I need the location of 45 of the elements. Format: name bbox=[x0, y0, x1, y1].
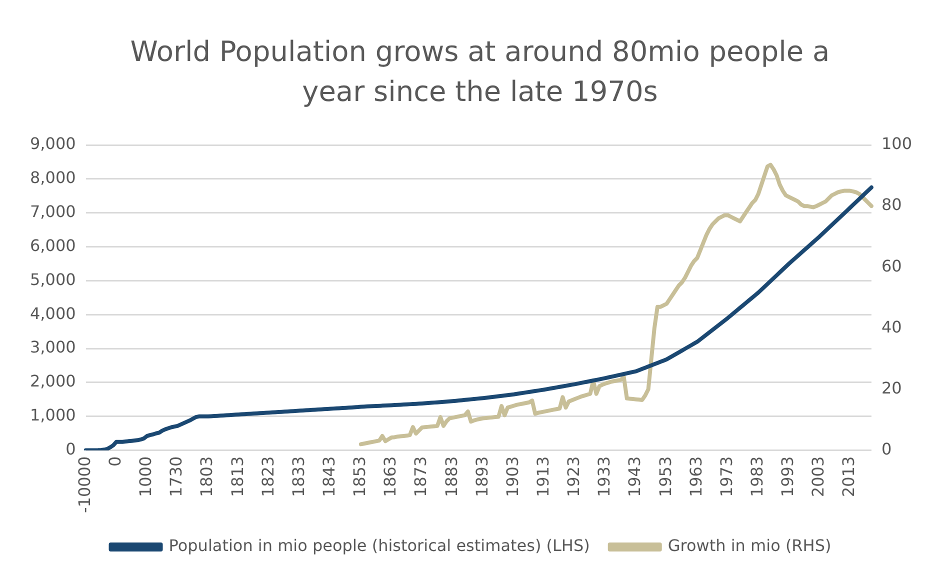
y-tick-label: 2,000 bbox=[30, 372, 76, 391]
legend-label: Growth in mio (RHS) bbox=[668, 536, 832, 556]
x-tick-label: 1843 bbox=[320, 456, 339, 498]
x-tick-label: 1913 bbox=[534, 456, 553, 498]
x-tick-label: 1863 bbox=[380, 456, 400, 498]
x-tick-label: 1983 bbox=[748, 456, 767, 498]
x-tick-label: 1923 bbox=[564, 456, 584, 498]
y2-tick-label: 40 bbox=[881, 317, 902, 336]
y-tick-label: 1,000 bbox=[30, 406, 76, 425]
x-tick-label: -10000 bbox=[74, 456, 94, 513]
x-tick-label: 1893 bbox=[472, 456, 492, 498]
x-tick-label: 1803 bbox=[197, 456, 216, 498]
x-tick-label: 1953 bbox=[656, 456, 675, 498]
x-tick-label: 1730 bbox=[166, 456, 186, 498]
x-tick-label: 1903 bbox=[502, 456, 522, 498]
y2-tick-label: 100 bbox=[881, 134, 912, 154]
y2-tick-label: 60 bbox=[881, 256, 902, 276]
y-tick-label: 9,000 bbox=[30, 134, 76, 154]
x-tick-label: 1993 bbox=[778, 456, 798, 498]
x-tick-label: 1943 bbox=[625, 456, 644, 498]
y-tick-label: 3,000 bbox=[30, 338, 76, 357]
chart-title: World Population grows at around 80mio people a year since the late 1970s bbox=[129, 34, 831, 110]
y2-tick-label: 0 bbox=[881, 439, 892, 458]
x-tick-label: 1813 bbox=[228, 456, 247, 498]
y-tick-label: 7,000 bbox=[30, 202, 76, 222]
x-tick-label: 1833 bbox=[288, 456, 308, 498]
y-tick-label: 4,000 bbox=[30, 304, 76, 323]
y-tick-label: 8,000 bbox=[30, 168, 76, 188]
x-tick-label: 1963 bbox=[686, 456, 706, 498]
y2-tick-label: 20 bbox=[881, 378, 902, 398]
x-tick-label: 2013 bbox=[839, 456, 858, 498]
y2-tick-label: 80 bbox=[881, 195, 902, 214]
y-tick-label: 6,000 bbox=[30, 236, 76, 255]
x-tick-label: 1933 bbox=[594, 456, 614, 498]
x-tick-label: 1000 bbox=[136, 456, 156, 498]
x-tick-label: 1853 bbox=[350, 456, 370, 498]
x-tick-label: 2003 bbox=[808, 456, 828, 498]
y-tick-label: 0 bbox=[66, 439, 76, 458]
legend-label: Population in mio people (historical estimates) (LHS) bbox=[168, 536, 590, 556]
x-tick-label: 1883 bbox=[442, 456, 461, 498]
x-tick-label: 1873 bbox=[411, 456, 430, 498]
x-tick-label: 0 bbox=[106, 456, 125, 467]
x-tick-label: 1973 bbox=[716, 456, 736, 498]
y-tick-label: 5,000 bbox=[30, 270, 76, 289]
x-tick-label: 1823 bbox=[258, 456, 278, 498]
